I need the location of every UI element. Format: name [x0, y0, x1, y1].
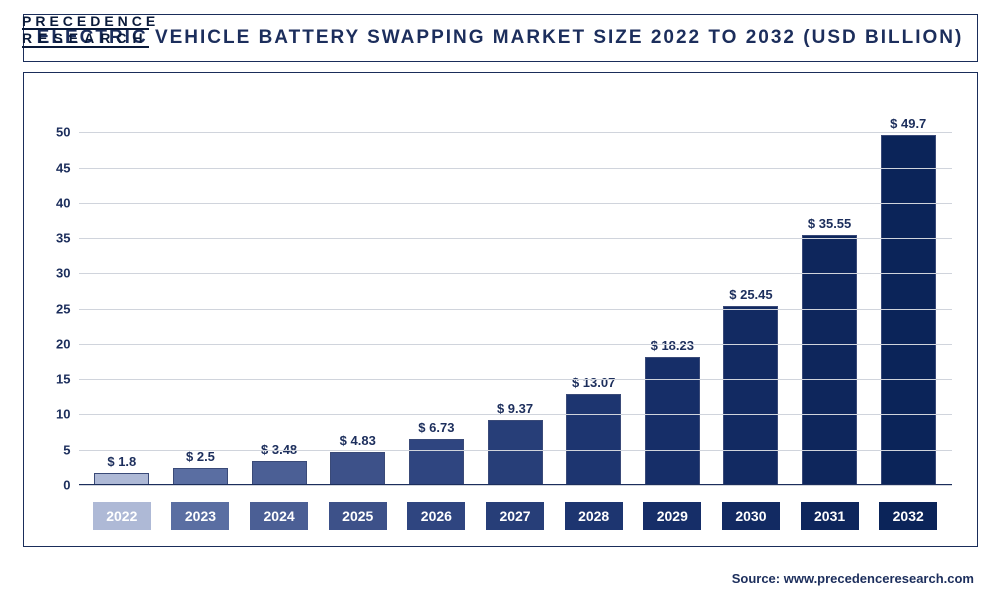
bar	[409, 439, 464, 486]
bar-slot: $ 9.37	[476, 98, 555, 486]
gridline: 40	[79, 203, 952, 204]
x-label-slot: 2026	[397, 502, 476, 530]
y-tick-label: 40	[56, 195, 78, 210]
x-tick-label: 2022	[93, 502, 151, 530]
bar-value-label: $ 18.23	[651, 338, 694, 353]
title-box: ELECTRIC VEHICLE BATTERY SWAPPING MARKET…	[23, 14, 978, 62]
bar	[488, 420, 543, 486]
bar-value-label: $ 25.45	[729, 287, 772, 302]
gridline: 0	[79, 485, 952, 486]
bar	[723, 306, 778, 486]
y-tick-label: 20	[56, 336, 78, 351]
x-label-slot: 2031	[790, 502, 869, 530]
bar-value-label: $ 6.73	[418, 420, 454, 435]
bar-slot: $ 13.07	[554, 98, 633, 486]
bar-slot: $ 18.23	[633, 98, 712, 486]
bar	[252, 461, 307, 486]
gridline: 5	[79, 450, 952, 451]
gridline: 50	[79, 132, 952, 133]
y-tick-label: 30	[56, 266, 78, 281]
bar-value-label: $ 1.8	[107, 454, 136, 469]
x-label-slot: 2027	[476, 502, 555, 530]
bar-value-label: $ 49.7	[890, 116, 926, 131]
y-tick-label: 0	[63, 478, 78, 493]
x-tick-label: 2029	[643, 502, 701, 530]
x-label-slot: 2030	[712, 502, 791, 530]
gridline: 25	[79, 309, 952, 310]
bar-value-label: $ 13.07	[572, 375, 615, 390]
y-tick-label: 35	[56, 231, 78, 246]
x-tick-label: 2030	[722, 502, 780, 530]
bars-group: $ 1.8 $ 2.5 $ 3.48 $ 4.83 $ 6.73 $ 9.37 $ 13.0…	[79, 98, 952, 486]
chart-title: ELECTRIC VEHICLE BATTERY SWAPPING MARKET…	[32, 27, 969, 49]
bar	[330, 452, 385, 486]
bar-slot: $ 2.5	[161, 98, 240, 486]
x-tick-label: 2028	[565, 502, 623, 530]
x-tick-label: 2026	[407, 502, 465, 530]
gridline: 15	[79, 379, 952, 380]
bar-slot: $ 49.7	[869, 98, 948, 486]
x-tick-label: 2031	[801, 502, 859, 530]
bar-value-label: $ 4.83	[340, 433, 376, 448]
x-tick-label: 2032	[879, 502, 937, 530]
x-tick-label: 2025	[329, 502, 387, 530]
y-tick-label: 45	[56, 160, 78, 175]
x-label-slot: 2028	[554, 502, 633, 530]
plot-area: $ 1.8 $ 2.5 $ 3.48 $ 4.83 $ 6.73 $ 9.37 $ 13.0…	[79, 98, 952, 486]
logo-line1: PRECEDENCE	[22, 14, 159, 28]
chart-container: $ 1.8 $ 2.5 $ 3.48 $ 4.83 $ 6.73 $ 9.37 $ 13.0…	[23, 72, 978, 547]
y-tick-label: 25	[56, 301, 78, 316]
gridline: 35	[79, 238, 952, 239]
x-tick-label: 2027	[486, 502, 544, 530]
x-label-slot: 2022	[83, 502, 162, 530]
source-attribution: Source: www.precedenceresearch.com	[732, 571, 974, 586]
bar-value-label: $ 35.55	[808, 216, 851, 231]
x-label-slot: 2024	[240, 502, 319, 530]
y-tick-label: 50	[56, 125, 78, 140]
gridline: 20	[79, 344, 952, 345]
bar-slot: $ 35.55	[790, 98, 869, 486]
x-label-slot: 2025	[318, 502, 397, 530]
x-label-slot: 2032	[869, 502, 948, 530]
bar-slot: $ 3.48	[240, 98, 319, 486]
y-tick-label: 10	[56, 407, 78, 422]
bar-slot: $ 1.8	[83, 98, 162, 486]
x-label-slot: 2029	[633, 502, 712, 530]
bar	[645, 357, 700, 486]
x-tick-label: 2023	[171, 502, 229, 530]
gridline: 45	[79, 168, 952, 169]
bar-slot: $ 4.83	[318, 98, 397, 486]
y-tick-label: 5	[63, 442, 78, 457]
x-axis-labels: 2022 2023 2024 2025 2026 2027 2028 2029 2030 2031…	[79, 502, 952, 530]
gridline: 30	[79, 273, 952, 274]
x-label-slot: 2023	[161, 502, 240, 530]
bar	[566, 394, 621, 486]
gridline: 10	[79, 414, 952, 415]
x-tick-label: 2024	[250, 502, 308, 530]
bar-slot: $ 6.73	[397, 98, 476, 486]
bar-value-label: $ 2.5	[186, 449, 215, 464]
logo: PRECEDENCE RESEARCH	[22, 14, 159, 48]
bar-slot: $ 25.45	[712, 98, 791, 486]
y-tick-label: 15	[56, 372, 78, 387]
logo-line2: RESEARCH	[22, 28, 149, 48]
bar	[881, 135, 936, 486]
